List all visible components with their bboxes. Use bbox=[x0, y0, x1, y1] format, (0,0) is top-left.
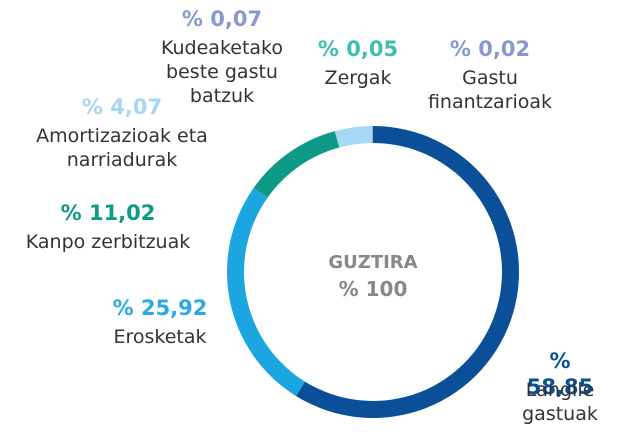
value-label: % 25,92 bbox=[112, 296, 208, 320]
value-label: % 0,02 bbox=[449, 37, 531, 61]
value-label: % 11,02 bbox=[60, 201, 156, 225]
donut-slice bbox=[227, 187, 305, 397]
donut-slice bbox=[371, 126, 373, 144]
center-title: GUZTIRA bbox=[328, 252, 417, 273]
category-label: Langile gastuak bbox=[522, 379, 598, 425]
value-label: % 4,07 bbox=[81, 95, 163, 119]
category-label: Amortizazioak eta narriadurak bbox=[36, 125, 208, 171]
category-label: Kanpo zerbitzuak bbox=[25, 231, 191, 253]
donut-slice bbox=[334, 126, 372, 148]
category-label: Zergak bbox=[324, 67, 392, 89]
donut-slice bbox=[253, 131, 340, 198]
value-label: % 58,85 bbox=[526, 349, 594, 399]
value-label: % 0,05 bbox=[317, 37, 399, 61]
category-label: Erosketak bbox=[113, 326, 207, 348]
category-label: Kudeaketako beste gastu batzuk bbox=[160, 37, 284, 107]
center-value: % 100 bbox=[339, 277, 408, 301]
value-label: % 0,07 bbox=[181, 7, 263, 31]
category-label: Gastu finantzarioak bbox=[427, 67, 553, 113]
